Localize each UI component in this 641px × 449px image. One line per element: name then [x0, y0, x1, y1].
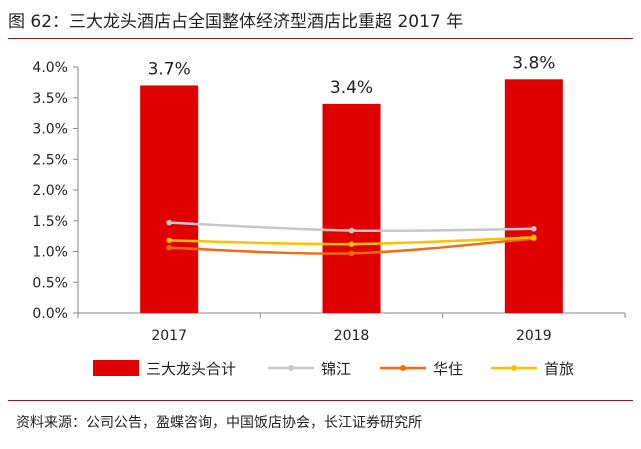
bar — [504, 79, 563, 313]
y-tick-label: 1.0% — [32, 245, 68, 261]
source-note: 资料来源：公司公告，盈蝶咨询，中国饭店协会，长江证券研究所 — [16, 415, 422, 431]
x-tick-label: 2018 — [334, 328, 370, 344]
legend: 三大龙头合计 锦江 华住 首旅 — [93, 360, 574, 378]
y-tick-label: 4.0% — [32, 60, 68, 76]
y-tick-label: 0.0% — [32, 306, 68, 322]
bar-data-label: 3.8% — [512, 53, 555, 73]
y-tick-label: 3.0% — [32, 122, 68, 138]
title-rule — [8, 38, 633, 39]
x-tick-label: 2019 — [516, 328, 552, 344]
source-rule — [8, 400, 633, 401]
bar-data-labels: 3.7% 3.4% 3.8% — [148, 53, 556, 98]
chart: 0.0% 0.5% 1.0% 1.5% 2.0% 2.5% 3.0% 3.5% 4.0% 201… — [32, 53, 626, 378]
line-point-jinjiang — [531, 225, 537, 232]
legend-label-jinjiang: 锦江 — [321, 360, 351, 378]
x-tick-label: 2017 — [151, 328, 187, 344]
bar-series — [140, 79, 563, 314]
legend-swatch-bar — [93, 360, 139, 376]
x-axis: 2017 2018 2019 — [77, 312, 626, 344]
line-point-shoulv — [531, 234, 537, 241]
y-axis: 0.0% 0.5% 1.0% 1.5% 2.0% 2.5% 3.0% 3.5% 4.0% — [32, 60, 79, 322]
line-series — [166, 219, 537, 257]
legend-label-bar: 三大龙头合计 — [146, 360, 236, 378]
legend-label-huazhu: 华住 — [433, 360, 463, 378]
y-tick-label: 2.0% — [32, 183, 68, 199]
line-point-jinjiang — [348, 227, 355, 234]
line-point-jinjiang — [166, 219, 172, 226]
legend-marker-shoulv — [511, 365, 517, 371]
line-point-shoulv — [166, 237, 172, 244]
legend-marker-jinjiang — [288, 365, 294, 371]
y-tick-label: 3.5% — [32, 91, 68, 107]
bar — [322, 103, 381, 314]
y-tick-label: 0.5% — [32, 275, 68, 291]
y-tick-label: 1.5% — [32, 214, 68, 230]
bar-data-label: 3.4% — [330, 78, 373, 98]
line-point-huazhu — [166, 245, 172, 251]
line-point-shoulv — [348, 241, 355, 247]
bar-data-label: 3.7% — [148, 59, 191, 79]
figure-title: 图 62：三大龙头酒店占全国整体经济型酒店比重超 2017 年 — [8, 12, 464, 32]
y-tick-label: 2.5% — [32, 152, 68, 168]
bar — [140, 85, 199, 313]
legend-marker-huazhu — [400, 365, 406, 371]
legend-label-shoulv: 首旅 — [544, 360, 574, 378]
line-point-huazhu — [348, 250, 355, 257]
